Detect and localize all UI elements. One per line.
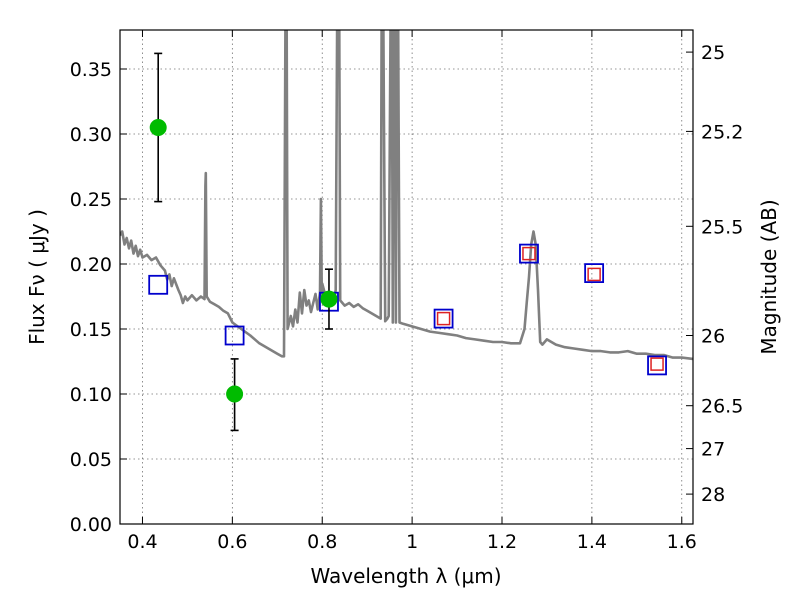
y-tick-label: 0.05	[70, 449, 112, 471]
y2-tick-label: 25.2	[701, 121, 743, 143]
model-photometry-marker	[433, 308, 454, 329]
y2-tick-label: 25.5	[701, 216, 743, 238]
x-tick-label: 0.8	[307, 531, 337, 553]
observed-nir-marker	[587, 267, 601, 282]
observed-optical-marker	[226, 385, 244, 403]
observed-optical-marker	[320, 290, 338, 308]
y2-tick-label: 28	[701, 484, 725, 506]
model-spectrum-line	[120, 30, 693, 361]
observed-optical-marker	[149, 119, 167, 136]
model-photometry-marker	[519, 243, 539, 264]
y-tick-label: 0.15	[70, 319, 112, 341]
y-tick-label: 0.00	[70, 514, 112, 536]
x-tick-label: 1.4	[577, 531, 607, 553]
y2-tick-label: 25	[701, 42, 725, 64]
observed-nir-marker	[522, 246, 536, 261]
y-tick-label: 0.25	[70, 189, 112, 211]
observed-nir-marker	[650, 357, 664, 371]
y2-axis-label: Magnitude (AB)	[757, 199, 781, 354]
x-tick-label: 0.6	[217, 531, 247, 553]
y-tick-label: 0.20	[70, 254, 112, 276]
plot-frame	[119, 29, 694, 525]
x-axis-label: Wavelength λ (μm)	[310, 564, 501, 588]
y2-tick-label: 27	[701, 439, 725, 461]
axis-layer: 0.4 0.6 0.8 1 1.2 1.4 1.6 0.00 0.05 0.10 0.15 0.20 0…	[70, 30, 743, 553]
model-photometry-marker	[647, 355, 667, 376]
model-photometry-marker	[584, 263, 605, 284]
model-photometry-marker	[224, 325, 245, 346]
x-tick-label: 1.2	[487, 531, 517, 553]
y-tick-label: 0.10	[70, 384, 112, 406]
marker-layer	[148, 52, 667, 432]
spectrum-layer	[120, 30, 693, 361]
y-axis-label: Flux Fν ( μJy )	[25, 209, 49, 345]
x-tick-label: 0.4	[127, 531, 157, 553]
y2-tick-label: 26	[701, 326, 725, 348]
x-tick-label: 1	[406, 531, 418, 553]
observed-nir-marker	[436, 311, 451, 326]
y2-tick-label: 26.5	[701, 396, 743, 418]
y-tick-label: 0.30	[70, 124, 112, 146]
model-photometry-marker	[148, 274, 169, 295]
x-tick-label: 1.6	[667, 531, 697, 553]
y-tick-label: 0.35	[70, 59, 112, 81]
